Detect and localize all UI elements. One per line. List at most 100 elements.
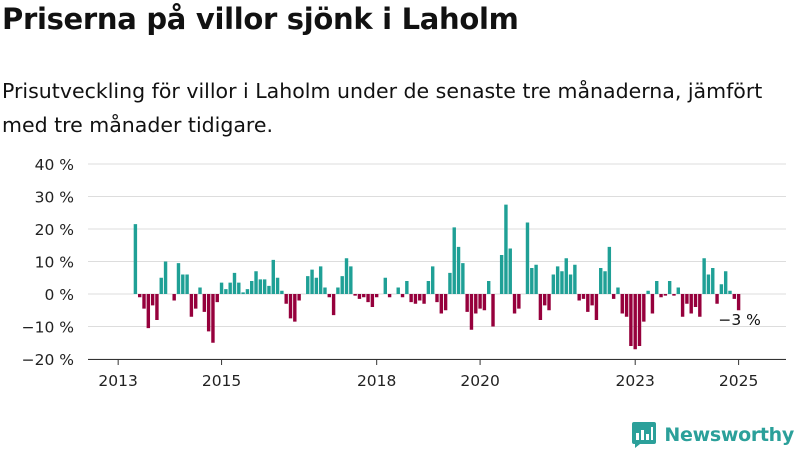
bar xyxy=(616,287,620,294)
bar xyxy=(155,294,159,320)
bar xyxy=(150,294,155,306)
y-tick-label: 0 % xyxy=(44,286,74,304)
chart-title: Priserna på villor sjönk i Laholm xyxy=(2,2,519,36)
bar xyxy=(512,294,517,314)
bar xyxy=(469,294,474,330)
bar xyxy=(275,277,280,294)
bar xyxy=(711,268,715,294)
bar xyxy=(357,294,362,299)
bar xyxy=(366,294,370,303)
x-tick-label: 2020 xyxy=(460,372,499,390)
bar xyxy=(568,274,573,294)
bar xyxy=(517,294,521,309)
bar xyxy=(599,268,603,294)
x-tick-label: 2023 xyxy=(615,372,654,390)
bar xyxy=(728,290,732,294)
bar xyxy=(374,294,379,298)
bar xyxy=(297,294,301,301)
y-tick-label: 40 % xyxy=(35,156,74,174)
bar xyxy=(172,294,176,301)
bar xyxy=(603,271,607,294)
bar xyxy=(280,290,284,294)
bars xyxy=(133,204,741,350)
bar xyxy=(663,294,668,296)
bar xyxy=(133,224,138,295)
bar xyxy=(232,272,237,295)
bar xyxy=(633,294,637,350)
bar xyxy=(547,294,551,311)
bar xyxy=(646,290,650,294)
bar xyxy=(353,294,357,296)
bar xyxy=(189,294,194,317)
y-tick-label: −20 % xyxy=(22,351,74,369)
bar xyxy=(629,294,633,346)
newsworthy-logo-icon xyxy=(632,422,657,448)
bar xyxy=(586,294,590,312)
bar xyxy=(465,294,469,312)
bar xyxy=(594,294,599,320)
bar xyxy=(448,272,452,295)
bar xyxy=(176,263,181,295)
x-tick-label: 2013 xyxy=(98,372,137,390)
bar xyxy=(245,289,250,295)
newsworthy-logo: Newsworthy xyxy=(632,420,794,450)
bar xyxy=(659,294,663,298)
bar xyxy=(732,294,736,299)
bar xyxy=(538,294,543,320)
y-tick-label: 30 % xyxy=(35,189,74,207)
bar xyxy=(680,294,685,317)
bar xyxy=(344,258,349,294)
bar xyxy=(418,294,422,301)
bar xyxy=(624,294,629,317)
bar xyxy=(487,281,491,294)
bar xyxy=(564,258,568,294)
bar xyxy=(736,294,741,311)
bar xyxy=(323,287,327,294)
bar xyxy=(413,294,418,304)
bar xyxy=(667,281,672,294)
bar xyxy=(482,294,487,311)
bar xyxy=(400,294,405,298)
bar xyxy=(383,277,387,294)
x-axis: 2013 2015 2018 2020 2023 2025 xyxy=(88,359,786,390)
bar xyxy=(215,294,219,303)
bar xyxy=(555,266,560,295)
bar xyxy=(723,271,728,294)
bar xyxy=(422,294,426,304)
bar xyxy=(267,285,271,295)
bar xyxy=(698,294,702,317)
annotation-label: −3 % xyxy=(718,311,761,329)
bar xyxy=(314,277,319,294)
bar xyxy=(258,279,263,295)
bar xyxy=(706,274,711,294)
bar xyxy=(250,281,254,294)
bar xyxy=(254,271,258,294)
bar xyxy=(318,266,323,295)
bar xyxy=(362,294,366,298)
bar xyxy=(405,281,409,294)
bar xyxy=(181,274,185,294)
bar xyxy=(306,276,310,295)
annotations: −3 % xyxy=(718,311,761,329)
bar xyxy=(219,282,224,295)
bar xyxy=(577,294,581,301)
bar xyxy=(456,246,461,295)
bar xyxy=(138,294,142,298)
bar xyxy=(336,287,340,294)
bar xyxy=(142,294,146,309)
bar xyxy=(607,246,612,295)
y-tick-label: 20 % xyxy=(35,221,74,239)
bar xyxy=(530,268,534,294)
bar xyxy=(525,222,530,294)
bar xyxy=(504,204,508,295)
gridlines xyxy=(88,163,786,360)
bar xyxy=(620,294,624,314)
bar xyxy=(452,227,456,295)
bar xyxy=(185,274,189,294)
bar xyxy=(331,294,336,316)
bar xyxy=(409,294,413,303)
bar xyxy=(224,289,228,295)
x-tick-label: 2025 xyxy=(719,372,758,390)
bar xyxy=(370,294,375,307)
